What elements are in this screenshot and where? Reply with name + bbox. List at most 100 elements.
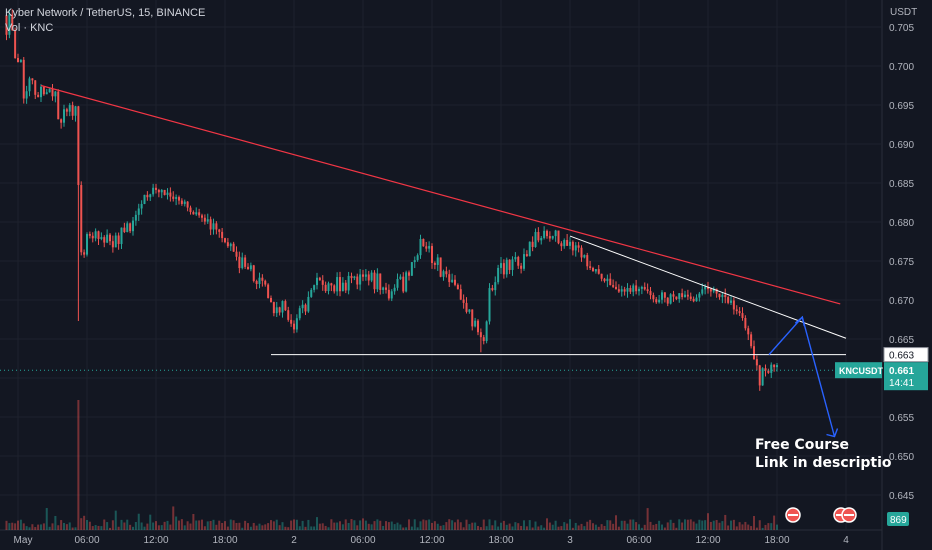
- candle-body: [727, 297, 730, 303]
- volume-bar: [275, 519, 278, 530]
- volume-bar: [666, 522, 669, 530]
- volume-bar: [65, 524, 68, 530]
- candle-body: [732, 300, 735, 310]
- volume-bar: [721, 521, 724, 530]
- symbol-title[interactable]: Kyber Network / TetherUS, 15, BINANCE: [5, 7, 206, 19]
- y-tick-label: 0.655: [889, 413, 914, 424]
- volume-bar: [292, 519, 296, 530]
- volume-bar: [571, 527, 574, 530]
- candle-body: [468, 309, 471, 312]
- volume-bars: [5, 400, 779, 530]
- y-tick-label: 0.650: [889, 452, 914, 463]
- candle-body: [359, 274, 362, 285]
- volume-bar: [649, 521, 652, 530]
- candle-body: [382, 287, 385, 290]
- candle-body: [347, 275, 350, 291]
- volume-bar: [669, 519, 672, 530]
- volume-bar: [287, 527, 290, 530]
- volume-bar: [379, 520, 382, 530]
- volume-bar: [180, 519, 183, 530]
- candle-body: [422, 238, 425, 247]
- volume-indicator-label[interactable]: Vol · KNC: [5, 22, 54, 34]
- volume-bar: [140, 522, 143, 530]
- candle-body: [275, 307, 278, 314]
- volume-bar: [278, 525, 281, 530]
- volume-bar: [313, 526, 316, 530]
- volume-bar: [74, 527, 77, 530]
- volume-bar: [525, 526, 528, 530]
- volume-bar: [390, 521, 393, 530]
- candle-body: [537, 232, 540, 241]
- candle-body: [488, 288, 491, 322]
- volume-bar: [419, 521, 422, 530]
- candle-body: [474, 320, 477, 327]
- volume-bar: [402, 527, 405, 530]
- volume-bar: [660, 524, 664, 530]
- candle-body: [396, 278, 399, 288]
- volume-bar: [655, 523, 658, 530]
- volume-bar: [48, 526, 51, 530]
- us-flag-stripe: [788, 514, 798, 516]
- volume-bar: [744, 521, 747, 530]
- candle-body: [324, 284, 327, 292]
- volume-bar: [252, 522, 255, 530]
- x-tick-label: 06:00: [626, 535, 651, 546]
- candle-body: [416, 255, 419, 261]
- candle-body: [482, 337, 485, 342]
- candle-body: [341, 282, 344, 292]
- volume-bar: [249, 526, 252, 530]
- volume-bar: [591, 523, 595, 530]
- volume-bar: [373, 521, 376, 530]
- price-axis[interactable]: USDT0.6450.6500.6550.6600.6650.6700.6750…: [889, 7, 917, 502]
- candle-body: [370, 272, 373, 281]
- candle-body: [100, 237, 103, 239]
- volume-bar: [594, 524, 597, 530]
- candle-body: [574, 245, 577, 251]
- candle-body: [8, 14, 11, 35]
- candle-body: [566, 240, 569, 246]
- candle-body: [77, 106, 80, 186]
- volume-bar: [623, 520, 626, 530]
- candle-body: [34, 80, 37, 95]
- x-tick-label: 12:00: [695, 535, 720, 546]
- volume-bar: [442, 525, 445, 530]
- candle-body: [19, 59, 22, 63]
- volume-bar: [60, 520, 63, 530]
- candle-body: [65, 109, 68, 112]
- volume-bar: [712, 520, 715, 530]
- candle-body: [571, 241, 574, 251]
- candle-body: [448, 274, 451, 283]
- forecast-arrowhead-down: [826, 428, 839, 438]
- candle-body: [669, 294, 672, 304]
- candle-body: [246, 266, 250, 270]
- candle-body: [25, 91, 28, 99]
- volume-bar: [100, 526, 103, 530]
- candle-body: [200, 215, 204, 218]
- candle-body: [83, 252, 86, 255]
- candle-body: [551, 236, 554, 239]
- volume-bar: [597, 526, 600, 530]
- volume-bar: [330, 519, 333, 530]
- volume-bar: [637, 524, 641, 530]
- candle-body: [281, 301, 284, 313]
- forecast-arrowhead-up: [794, 315, 805, 327]
- volume-bar: [462, 527, 465, 530]
- x-tick-label: 4: [843, 535, 849, 546]
- candle-body: [666, 297, 669, 304]
- candle-body: [111, 241, 114, 248]
- volume-bar: [175, 516, 178, 530]
- volume-bar: [724, 514, 727, 530]
- candle-body: [476, 320, 480, 333]
- candle-body: [189, 207, 192, 212]
- candle-body: [218, 229, 221, 232]
- candle-body: [226, 242, 229, 247]
- x-tick-label: May: [14, 535, 33, 546]
- time-axis[interactable]: May 06:00 12:00 18:00 2 06:00 12:00 18:00 3 06:00…: [14, 535, 850, 546]
- candle-body: [313, 285, 316, 290]
- volume-bar: [166, 520, 169, 530]
- volume-bar: [295, 519, 298, 530]
- candle-body: [269, 297, 273, 303]
- volume-bar: [773, 515, 776, 530]
- y-tick-label: 0.675: [889, 257, 914, 268]
